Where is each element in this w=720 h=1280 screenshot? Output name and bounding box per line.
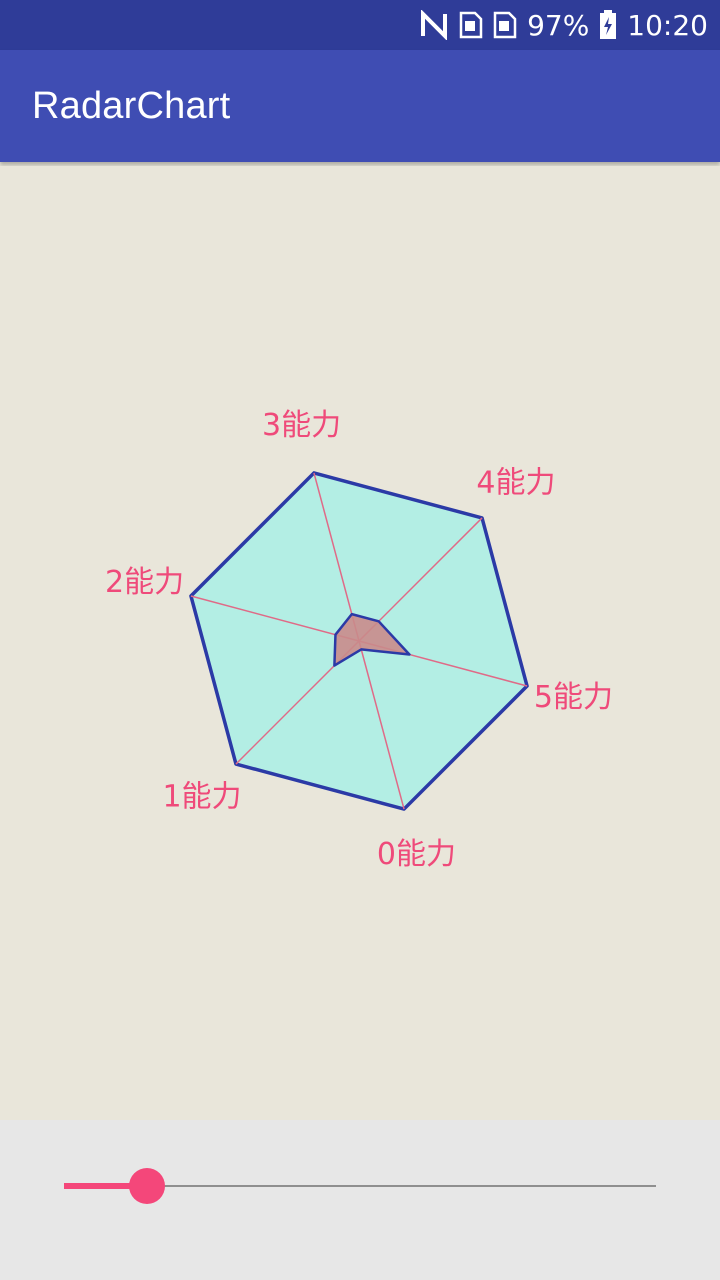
nfc-icon	[419, 10, 449, 40]
control-panel	[0, 1120, 720, 1280]
radar-axis-label: 2能力	[105, 565, 184, 600]
clock: 10:20	[627, 8, 708, 42]
radar-chart-area: 0能力 1能力 2能力 3能力 4能力 5能力	[0, 166, 720, 1120]
radar-axis-label: 3能力	[262, 408, 341, 443]
app-bar: RadarChart	[0, 50, 720, 162]
status-bar: 97% 10:20	[0, 0, 720, 50]
battery-percent: 97%	[527, 8, 590, 42]
battery-charging-icon	[599, 10, 617, 40]
radar-spoke	[358, 640, 405, 810]
sim-card-icon	[493, 11, 517, 39]
radar-spoke	[190, 595, 360, 642]
radar-series-area	[333, 612, 411, 667]
radar-axis-label: 0能力	[377, 837, 456, 872]
radar-axis-label: 5能力	[534, 680, 613, 715]
radar-chart: 0能力 1能力 2能力 3能力 4能力 5能力	[105, 408, 613, 872]
slider-track[interactable]	[64, 1185, 656, 1187]
slider-thumb[interactable]	[128, 1168, 165, 1204]
slider-fill	[64, 1183, 147, 1189]
sim-card-icon	[459, 11, 483, 39]
app-title: RadarChart	[32, 84, 231, 127]
radar-axis-label: 4能力	[476, 466, 555, 501]
radar-axis-label: 1能力	[162, 779, 241, 814]
